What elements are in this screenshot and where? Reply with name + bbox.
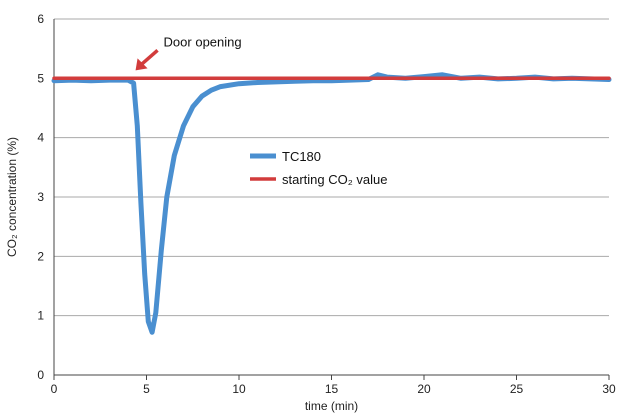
y-tick-0: 0 — [37, 368, 44, 382]
legend-label-tc180: TC180 — [282, 149, 321, 164]
y-tick-1: 1 — [37, 309, 44, 323]
legend-label-starting-co2: starting CO₂ value — [282, 172, 387, 187]
y-tick-2: 2 — [37, 249, 44, 263]
y-tick-6: 6 — [37, 12, 44, 26]
annotation-label: Door opening — [164, 34, 242, 49]
y-tick-3: 3 — [37, 190, 44, 204]
x-tick-25: 25 — [510, 382, 524, 396]
y-tick-5: 5 — [37, 71, 44, 85]
x-tick-30: 30 — [602, 382, 616, 396]
y-axis-label: CO₂ concentration (%) — [5, 137, 19, 257]
x-tick-0: 0 — [51, 382, 58, 396]
x-tick-5: 5 — [143, 382, 150, 396]
x-tick-15: 15 — [325, 382, 339, 396]
x-tick-20: 20 — [417, 382, 431, 396]
x-axis-label: time (min) — [305, 399, 358, 413]
x-tick-10: 10 — [232, 382, 246, 396]
y-tick-4: 4 — [37, 131, 44, 145]
